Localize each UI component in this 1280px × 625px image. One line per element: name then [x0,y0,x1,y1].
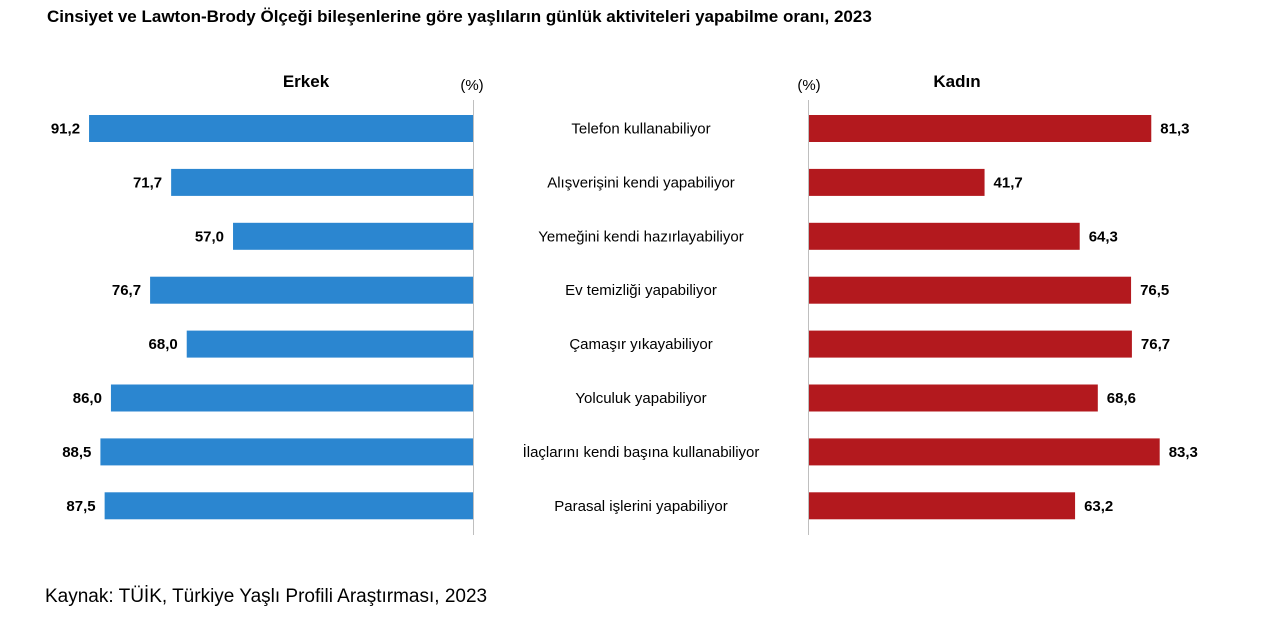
source-note: Kaynak: TÜİK, Türkiye Yaşlı Profili Araş… [45,586,488,607]
male-bar [233,222,473,250]
category-label: Parasal işlerini yapabiliyor [554,498,727,515]
female-value-label: 64,3 [1089,228,1118,245]
female-bar [809,222,1080,250]
butterfly-bar-chart: Erkek (%) Kadın (%) 91,2 81,3 Telefon kull… [51,72,1198,535]
female-bar [809,115,1152,142]
male-value-label: 57,0 [195,228,224,245]
male-value-label: 88,5 [62,444,91,461]
male-bar [171,168,473,196]
male-unit-label: (%) [460,77,483,94]
male-panel-title: Erkek [283,72,330,91]
female-bar [809,276,1132,304]
female-unit-label: (%) [797,77,820,94]
male-value-label: 91,2 [51,121,80,138]
chart-marks: 91,2 81,3 Telefon kullanabiliyor 71,7 41,7 Al… [51,100,1198,535]
chart-title: Cinsiyet ve Lawton-Brody Ölçeği bileşenl… [47,7,872,26]
female-bar [809,168,985,196]
male-bar [186,330,473,358]
male-bar [100,438,473,466]
female-bar [809,330,1132,358]
female-value-label: 81,3 [1160,121,1189,138]
female-value-label: 83,3 [1169,444,1198,461]
male-value-label: 76,7 [112,282,141,299]
category-label: Alışverişini kendi yapabiliyor [547,174,735,191]
female-bar [809,384,1098,412]
male-value-label: 71,7 [133,174,162,191]
category-label: Ev temizliği yapabiliyor [565,282,717,299]
male-value-label: 68,0 [149,336,178,353]
male-bar [150,276,473,304]
male-bar [110,384,473,412]
male-bar [89,115,473,142]
female-bar [809,438,1160,466]
category-label: Telefon kullanabiliyor [571,121,710,138]
category-label: Çamaşır yıkayabiliyor [569,336,712,353]
category-label: Yolculuk yapabiliyor [575,390,706,407]
female-value-label: 76,7 [1141,336,1170,353]
male-value-label: 87,5 [66,498,95,515]
category-label: İlaçlarını kendi başına kullanabiliyor [523,443,760,461]
category-label: Yemeğini kendi hazırlayabiliyor [538,228,743,245]
male-value-label: 86,0 [73,390,102,407]
male-bar [104,492,473,520]
female-value-label: 41,7 [994,174,1023,191]
female-bar [809,492,1076,520]
female-panel-title: Kadın [933,72,980,91]
female-value-label: 63,2 [1084,498,1113,515]
female-value-label: 76,5 [1140,282,1169,299]
female-value-label: 68,6 [1107,390,1136,407]
